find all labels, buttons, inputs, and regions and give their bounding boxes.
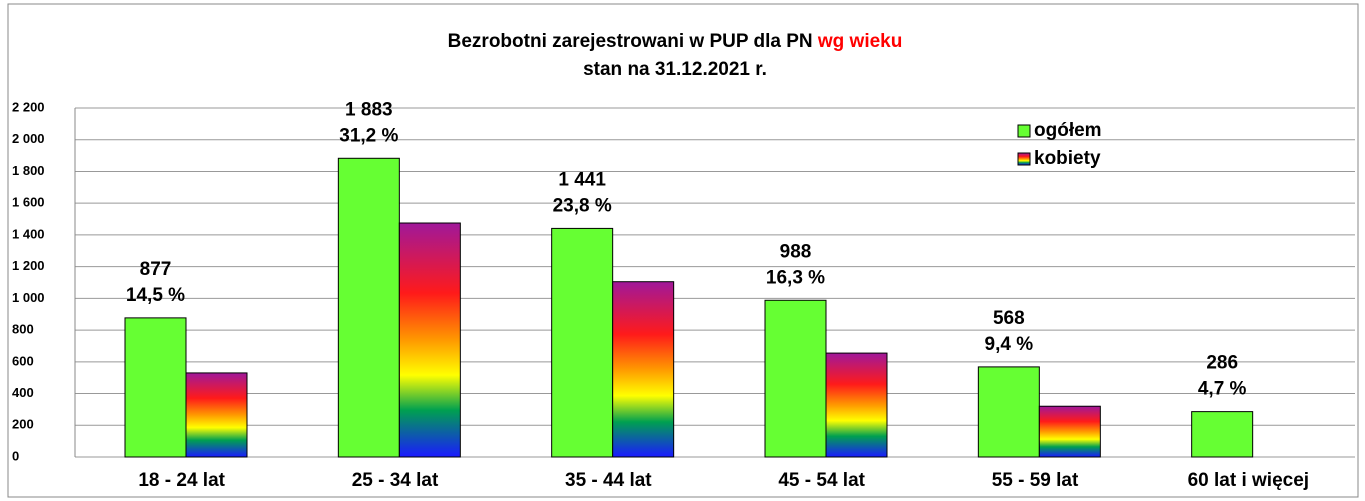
value-label: 1 441 xyxy=(558,169,606,190)
x-tick-label: 35 - 44 lat xyxy=(565,470,652,491)
bar xyxy=(612,281,675,458)
y-tick-label: 1 400 xyxy=(12,226,45,241)
y-tick-label: 1 200 xyxy=(12,258,45,273)
y-tick-label: 2 000 xyxy=(12,131,45,146)
bar xyxy=(185,372,248,458)
y-tick-label: 1 600 xyxy=(12,195,45,210)
share-label: 31,2 % xyxy=(339,125,398,146)
y-tick-label: 2 200 xyxy=(12,99,45,114)
title-main: Bezrobotni zarejestrowani w PUP dla PN xyxy=(448,31,813,52)
y-tick-label: 1 000 xyxy=(12,290,45,305)
y-tick-label: 1 800 xyxy=(12,163,45,178)
share-label: 16,3 % xyxy=(766,267,825,288)
share-label: 9,4 % xyxy=(985,334,1034,355)
value-label: 286 xyxy=(1206,353,1238,374)
frame xyxy=(7,3,1359,498)
x-tick-label: 55 - 59 lat xyxy=(992,470,1079,491)
y-tick-label: 200 xyxy=(12,417,34,432)
share-label: 4,7 % xyxy=(1198,379,1247,400)
chart-title: Bezrobotni zarejestrowani w PUP dla PN w… xyxy=(448,31,903,52)
share-label: 23,8 % xyxy=(553,195,612,216)
bar xyxy=(1191,411,1254,458)
value-label: 988 xyxy=(780,241,812,262)
y-tick-label: 600 xyxy=(12,353,34,368)
bar xyxy=(337,157,400,458)
bar xyxy=(825,352,888,458)
legend-label: kobiety xyxy=(1034,148,1101,169)
title-highlight: wg wieku xyxy=(817,31,902,52)
legend-swatch xyxy=(1017,152,1031,166)
legend-label: ogółem xyxy=(1034,120,1102,141)
chart-subtitle: stan na 31.12.2021 r. xyxy=(583,59,767,80)
legend-swatch xyxy=(1017,124,1031,138)
x-tick-label: 60 lat i więcej xyxy=(1188,470,1309,491)
share-label: 14,5 % xyxy=(126,285,185,306)
bar xyxy=(1038,405,1101,458)
y-tick-label: 0 xyxy=(12,448,19,463)
value-label: 877 xyxy=(140,259,172,280)
x-tick-label: 25 - 34 lat xyxy=(352,470,439,491)
bar xyxy=(764,299,827,458)
value-label: 1 883 xyxy=(345,99,393,120)
bar xyxy=(977,366,1040,458)
x-tick-label: 18 - 24 lat xyxy=(138,470,225,491)
value-label: 568 xyxy=(993,308,1025,329)
x-tick-label: 45 - 54 lat xyxy=(778,470,865,491)
bar xyxy=(551,227,614,458)
y-tick-label: 400 xyxy=(12,385,34,400)
bar xyxy=(398,222,461,458)
y-tick-label: 800 xyxy=(12,322,34,337)
bar xyxy=(124,317,187,458)
